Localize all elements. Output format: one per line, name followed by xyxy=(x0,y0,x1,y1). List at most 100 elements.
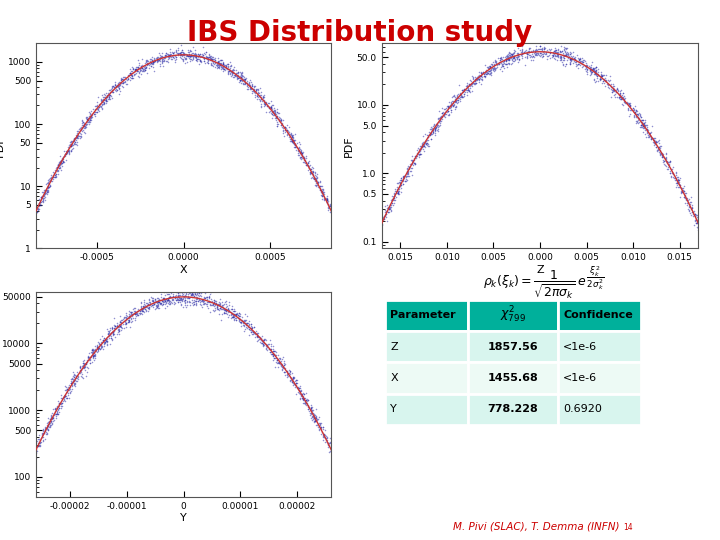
Point xyxy=(223,306,235,314)
Point xyxy=(437,111,449,119)
Point xyxy=(206,56,217,64)
Point xyxy=(629,111,640,119)
Point xyxy=(144,57,156,65)
Point xyxy=(126,317,138,326)
Point xyxy=(94,99,105,108)
Point xyxy=(235,77,247,85)
Point xyxy=(657,156,669,164)
Point xyxy=(48,173,60,181)
Point xyxy=(670,176,681,184)
Point xyxy=(215,62,227,70)
Point xyxy=(212,301,224,310)
Point xyxy=(186,286,197,295)
Point xyxy=(288,137,300,145)
Point xyxy=(58,393,70,401)
Point xyxy=(148,58,159,67)
Point xyxy=(207,58,219,67)
Point xyxy=(89,342,101,350)
Point xyxy=(238,321,249,329)
Point xyxy=(319,426,330,434)
Point xyxy=(692,218,703,226)
Point xyxy=(644,131,656,140)
Point xyxy=(174,297,185,306)
Point xyxy=(476,75,487,83)
Point xyxy=(297,388,309,397)
Point xyxy=(256,332,268,341)
Point xyxy=(566,49,577,57)
Point xyxy=(395,181,407,190)
Point xyxy=(130,312,141,320)
Point xyxy=(129,66,140,75)
Point xyxy=(176,295,187,304)
Point xyxy=(161,296,173,305)
Point xyxy=(388,192,400,201)
Point xyxy=(585,66,597,75)
Point xyxy=(588,75,599,83)
Point xyxy=(93,103,104,111)
Point xyxy=(188,53,199,62)
Point xyxy=(246,323,258,332)
Point xyxy=(84,352,96,361)
Point xyxy=(45,416,56,425)
Point xyxy=(243,83,254,91)
Point xyxy=(243,81,255,90)
Point xyxy=(311,180,323,189)
Point xyxy=(649,142,661,151)
Point xyxy=(435,117,446,125)
Point xyxy=(195,52,207,61)
Point xyxy=(576,63,588,71)
Point xyxy=(589,66,600,75)
Point xyxy=(45,414,57,422)
Point xyxy=(233,312,244,320)
Point xyxy=(670,176,682,184)
Point xyxy=(233,74,245,83)
Point xyxy=(209,299,220,308)
Point xyxy=(163,293,175,301)
Point xyxy=(186,288,197,297)
Point xyxy=(56,399,68,407)
Point xyxy=(687,207,698,216)
Point xyxy=(652,146,664,154)
Point xyxy=(665,157,676,165)
Point xyxy=(393,178,405,186)
Point xyxy=(224,301,235,309)
Point xyxy=(516,50,527,58)
Point xyxy=(508,53,520,62)
Point xyxy=(586,65,598,73)
Text: Parameter: Parameter xyxy=(390,310,456,320)
Point xyxy=(478,71,490,80)
Point xyxy=(287,133,299,142)
Point xyxy=(99,336,111,345)
Point xyxy=(309,181,320,190)
Point xyxy=(302,160,314,169)
Point xyxy=(595,75,606,84)
Point xyxy=(561,49,572,57)
Point xyxy=(238,326,250,335)
Point xyxy=(177,290,189,299)
Point xyxy=(273,114,284,123)
Point xyxy=(638,127,649,136)
Point xyxy=(300,389,312,397)
Point xyxy=(52,402,63,410)
Point xyxy=(305,161,316,170)
Point xyxy=(420,140,431,149)
Point xyxy=(421,141,433,150)
Point xyxy=(233,312,245,321)
Point xyxy=(455,90,467,98)
Point xyxy=(500,57,512,66)
Point xyxy=(559,51,571,59)
Point xyxy=(204,301,216,309)
Point xyxy=(315,424,326,433)
Point xyxy=(414,150,426,158)
Point xyxy=(536,45,547,53)
Point xyxy=(111,85,122,94)
Point xyxy=(482,69,494,77)
Point xyxy=(246,79,258,88)
Point xyxy=(68,372,79,380)
Point xyxy=(115,326,127,334)
Point xyxy=(313,426,325,434)
Point xyxy=(120,314,132,322)
Point xyxy=(95,341,107,349)
Point xyxy=(161,294,172,303)
Point xyxy=(142,299,153,307)
